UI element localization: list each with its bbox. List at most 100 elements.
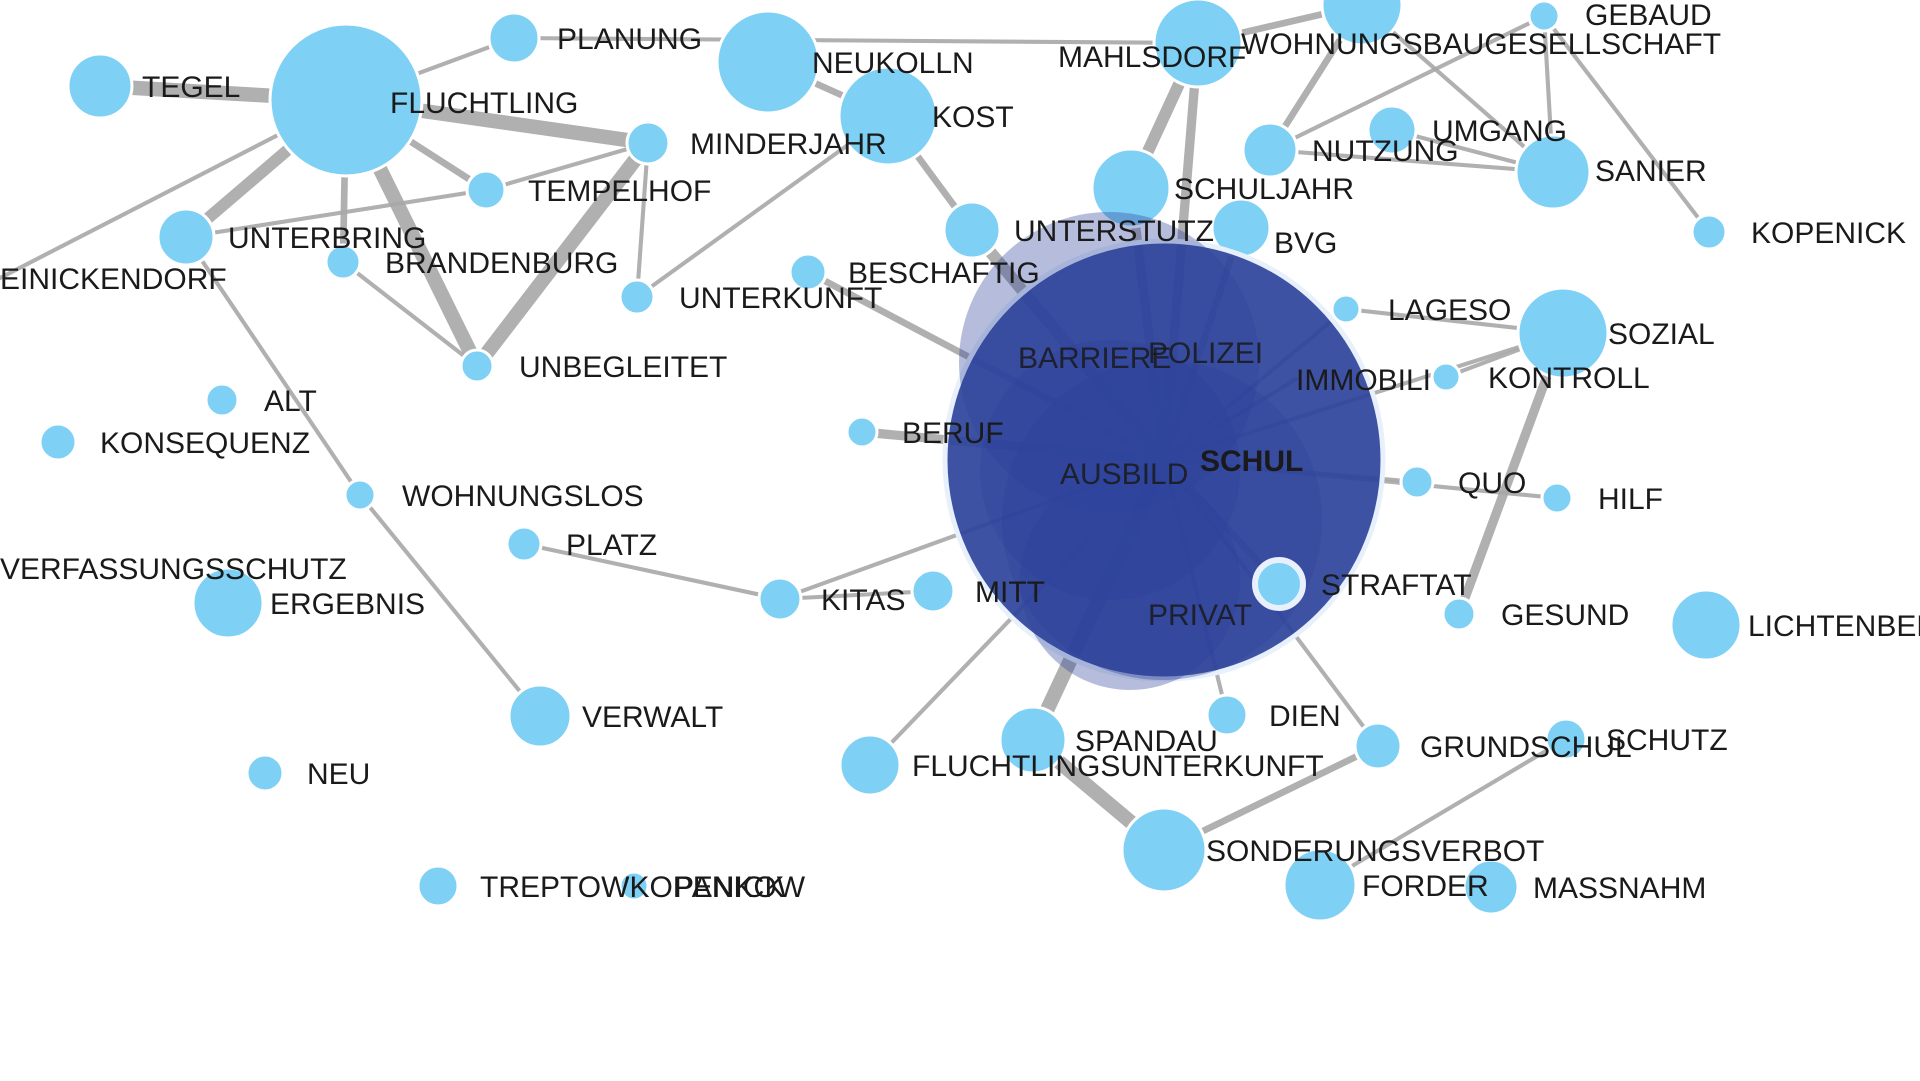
selected-node-sub-bubble: [1020, 470, 1240, 690]
label-massnahm: MASSNAHM: [1533, 872, 1706, 905]
label-tempelhof: TEMPELHOF: [528, 175, 711, 208]
node-quo[interactable]: [1399, 464, 1435, 500]
label-ausbild: AUSBILD: [1060, 458, 1188, 491]
edge-kitas-mitt: [777, 588, 936, 602]
label-konsequenz: KONSEQUENZ: [100, 427, 310, 460]
node-verwalt[interactable]: [507, 683, 573, 749]
node-minderjahr[interactable]: [625, 120, 671, 166]
label-gebaud: GEBAUD: [1585, 0, 1712, 32]
node-sozial[interactable]: [1516, 286, 1610, 380]
node-schuljahr[interactable]: [1090, 147, 1172, 229]
node-kost[interactable]: [837, 65, 939, 167]
node-lageso[interactable]: [1330, 293, 1362, 325]
node-platz[interactable]: [505, 525, 543, 563]
label-dien: DIEN: [1269, 700, 1341, 733]
label-gesund: GESUND: [1501, 599, 1629, 632]
label-sonderungsverbot: SONDERUNGSVERBOT: [1206, 835, 1544, 868]
node-fluchtlingsunterkunft[interactable]: [838, 733, 902, 797]
edge-forder-schutz: [1317, 736, 1569, 888]
label-barriere: BARRIERE: [1018, 342, 1171, 375]
node-mahlsdorf[interactable]: [1152, 0, 1244, 89]
label-forder: FORDER: [1362, 870, 1489, 903]
label-sozial: SOZIAL: [1608, 318, 1715, 351]
node-wohnungsbaugesellschaft[interactable]: [1320, 0, 1404, 47]
label-kost: KOST: [932, 101, 1014, 134]
node-mitt[interactable]: [910, 568, 956, 614]
label-mitt: MITT: [975, 576, 1045, 609]
label-minderjahr: MINDERJAHR: [690, 128, 887, 161]
label-quo: QUO: [1458, 467, 1526, 500]
label-wohnungslos: WOHNUNGSLOS: [402, 480, 644, 513]
edge-unterbring-tempelhof: [183, 187, 489, 240]
node-konsequenz[interactable]: [38, 422, 78, 462]
node-straftat-ring[interactable]: [1252, 557, 1306, 611]
label-unterkunft: UNTERKUNFT: [679, 282, 882, 315]
node-sonderungsverbot[interactable]: [1120, 806, 1208, 894]
node-layer[interactable]: [38, 0, 1743, 923]
label-grundschul: GRUNDSCHUL: [1420, 731, 1632, 764]
label-verfassungsschutz: VERFASSUNGSSCHUTZ: [0, 553, 347, 586]
node-grundschul[interactable]: [1353, 721, 1403, 771]
node-tempelhof[interactable]: [465, 169, 507, 211]
selected-node-sub-bubble: [1002, 360, 1322, 680]
node-unbegleitet[interactable]: [459, 348, 495, 384]
node-kopenick[interactable]: [1690, 213, 1728, 251]
label-alt: ALT: [264, 385, 317, 418]
node-massnahm[interactable]: [1462, 858, 1520, 916]
node-ergebnis[interactable]: [191, 566, 265, 640]
node-wohnungslos[interactable]: [343, 478, 377, 512]
node-fluchtling[interactable]: [268, 22, 424, 178]
node-unterstutz[interactable]: [942, 200, 1002, 260]
node-hilf[interactable]: [1540, 481, 1574, 515]
edge-kopenick-gebaud: [1541, 13, 1712, 235]
node-schutz[interactable]: [1544, 717, 1588, 761]
node-tegel[interactable]: [66, 52, 134, 120]
label-verwalt: VERWALT: [582, 701, 723, 734]
label-immobili: IMMOBILI: [1296, 364, 1431, 397]
node-neu[interactable]: [245, 753, 285, 793]
node-kontroll[interactable]: [1430, 361, 1462, 393]
node-forder[interactable]: [1282, 847, 1358, 923]
label-lageso: LAGESO: [1388, 294, 1511, 327]
node-gebaud[interactable]: [1527, 0, 1561, 33]
label-schutz: SCHUTZ: [1606, 724, 1728, 757]
node-beschaftig[interactable]: [788, 252, 828, 292]
node-unterkunft[interactable]: [618, 278, 656, 316]
node-sanier[interactable]: [1514, 133, 1592, 211]
label-schul: SCHUL: [1200, 445, 1303, 478]
node-spandau[interactable]: [998, 705, 1068, 775]
node-unterbring[interactable]: [156, 207, 216, 267]
node-nutzung[interactable]: [1241, 121, 1299, 179]
label-lichtenberg: LICHTENBERG: [1748, 610, 1920, 643]
label-ergebnis: ERGEBNIS: [270, 588, 425, 621]
edge-wohnungslos-verwalt: [357, 492, 543, 719]
edge-minderjahr-tempelhof: [483, 140, 651, 193]
label-wohnungsbaugesellschaft: WOHNUNGSBAUGESELLSCHAFT: [1241, 28, 1721, 61]
node-alt[interactable]: [204, 382, 240, 418]
node-brandenburg[interactable]: [324, 243, 362, 281]
label-neukolln: NEUKOLLN: [812, 47, 974, 80]
node-neukolln[interactable]: [715, 9, 821, 115]
selected-node-sub-bubble: [959, 212, 1259, 512]
edge-nutzung-sanier: [1267, 147, 1556, 175]
node-umgang[interactable]: [1366, 104, 1418, 156]
label-privat: PRIVAT: [1148, 599, 1252, 632]
node-planung[interactable]: [487, 11, 541, 65]
node-kitas[interactable]: [757, 576, 803, 622]
node-beruf[interactable]: [845, 415, 879, 449]
label-brandenburg: BRANDENBURG: [385, 247, 618, 280]
label-spandau: SPANDAU: [1075, 725, 1218, 758]
node-treptowkopenick[interactable]: [416, 864, 460, 908]
label-unterstutz: UNTERSTUTZ: [1014, 215, 1214, 248]
node-lichtenberg[interactable]: [1669, 588, 1743, 662]
node-dien[interactable]: [1205, 693, 1249, 737]
edge-kost-unterkunft: [634, 113, 891, 300]
node-pankow[interactable]: [618, 870, 650, 902]
label-planung: PLANUNG: [557, 23, 702, 56]
node-gesund[interactable]: [1441, 596, 1477, 632]
edge-minderjahr-unterkunft: [634, 140, 651, 300]
label-nutzung: NUTZUNG: [1312, 135, 1459, 168]
label-umgang: UMGANG: [1432, 115, 1567, 148]
